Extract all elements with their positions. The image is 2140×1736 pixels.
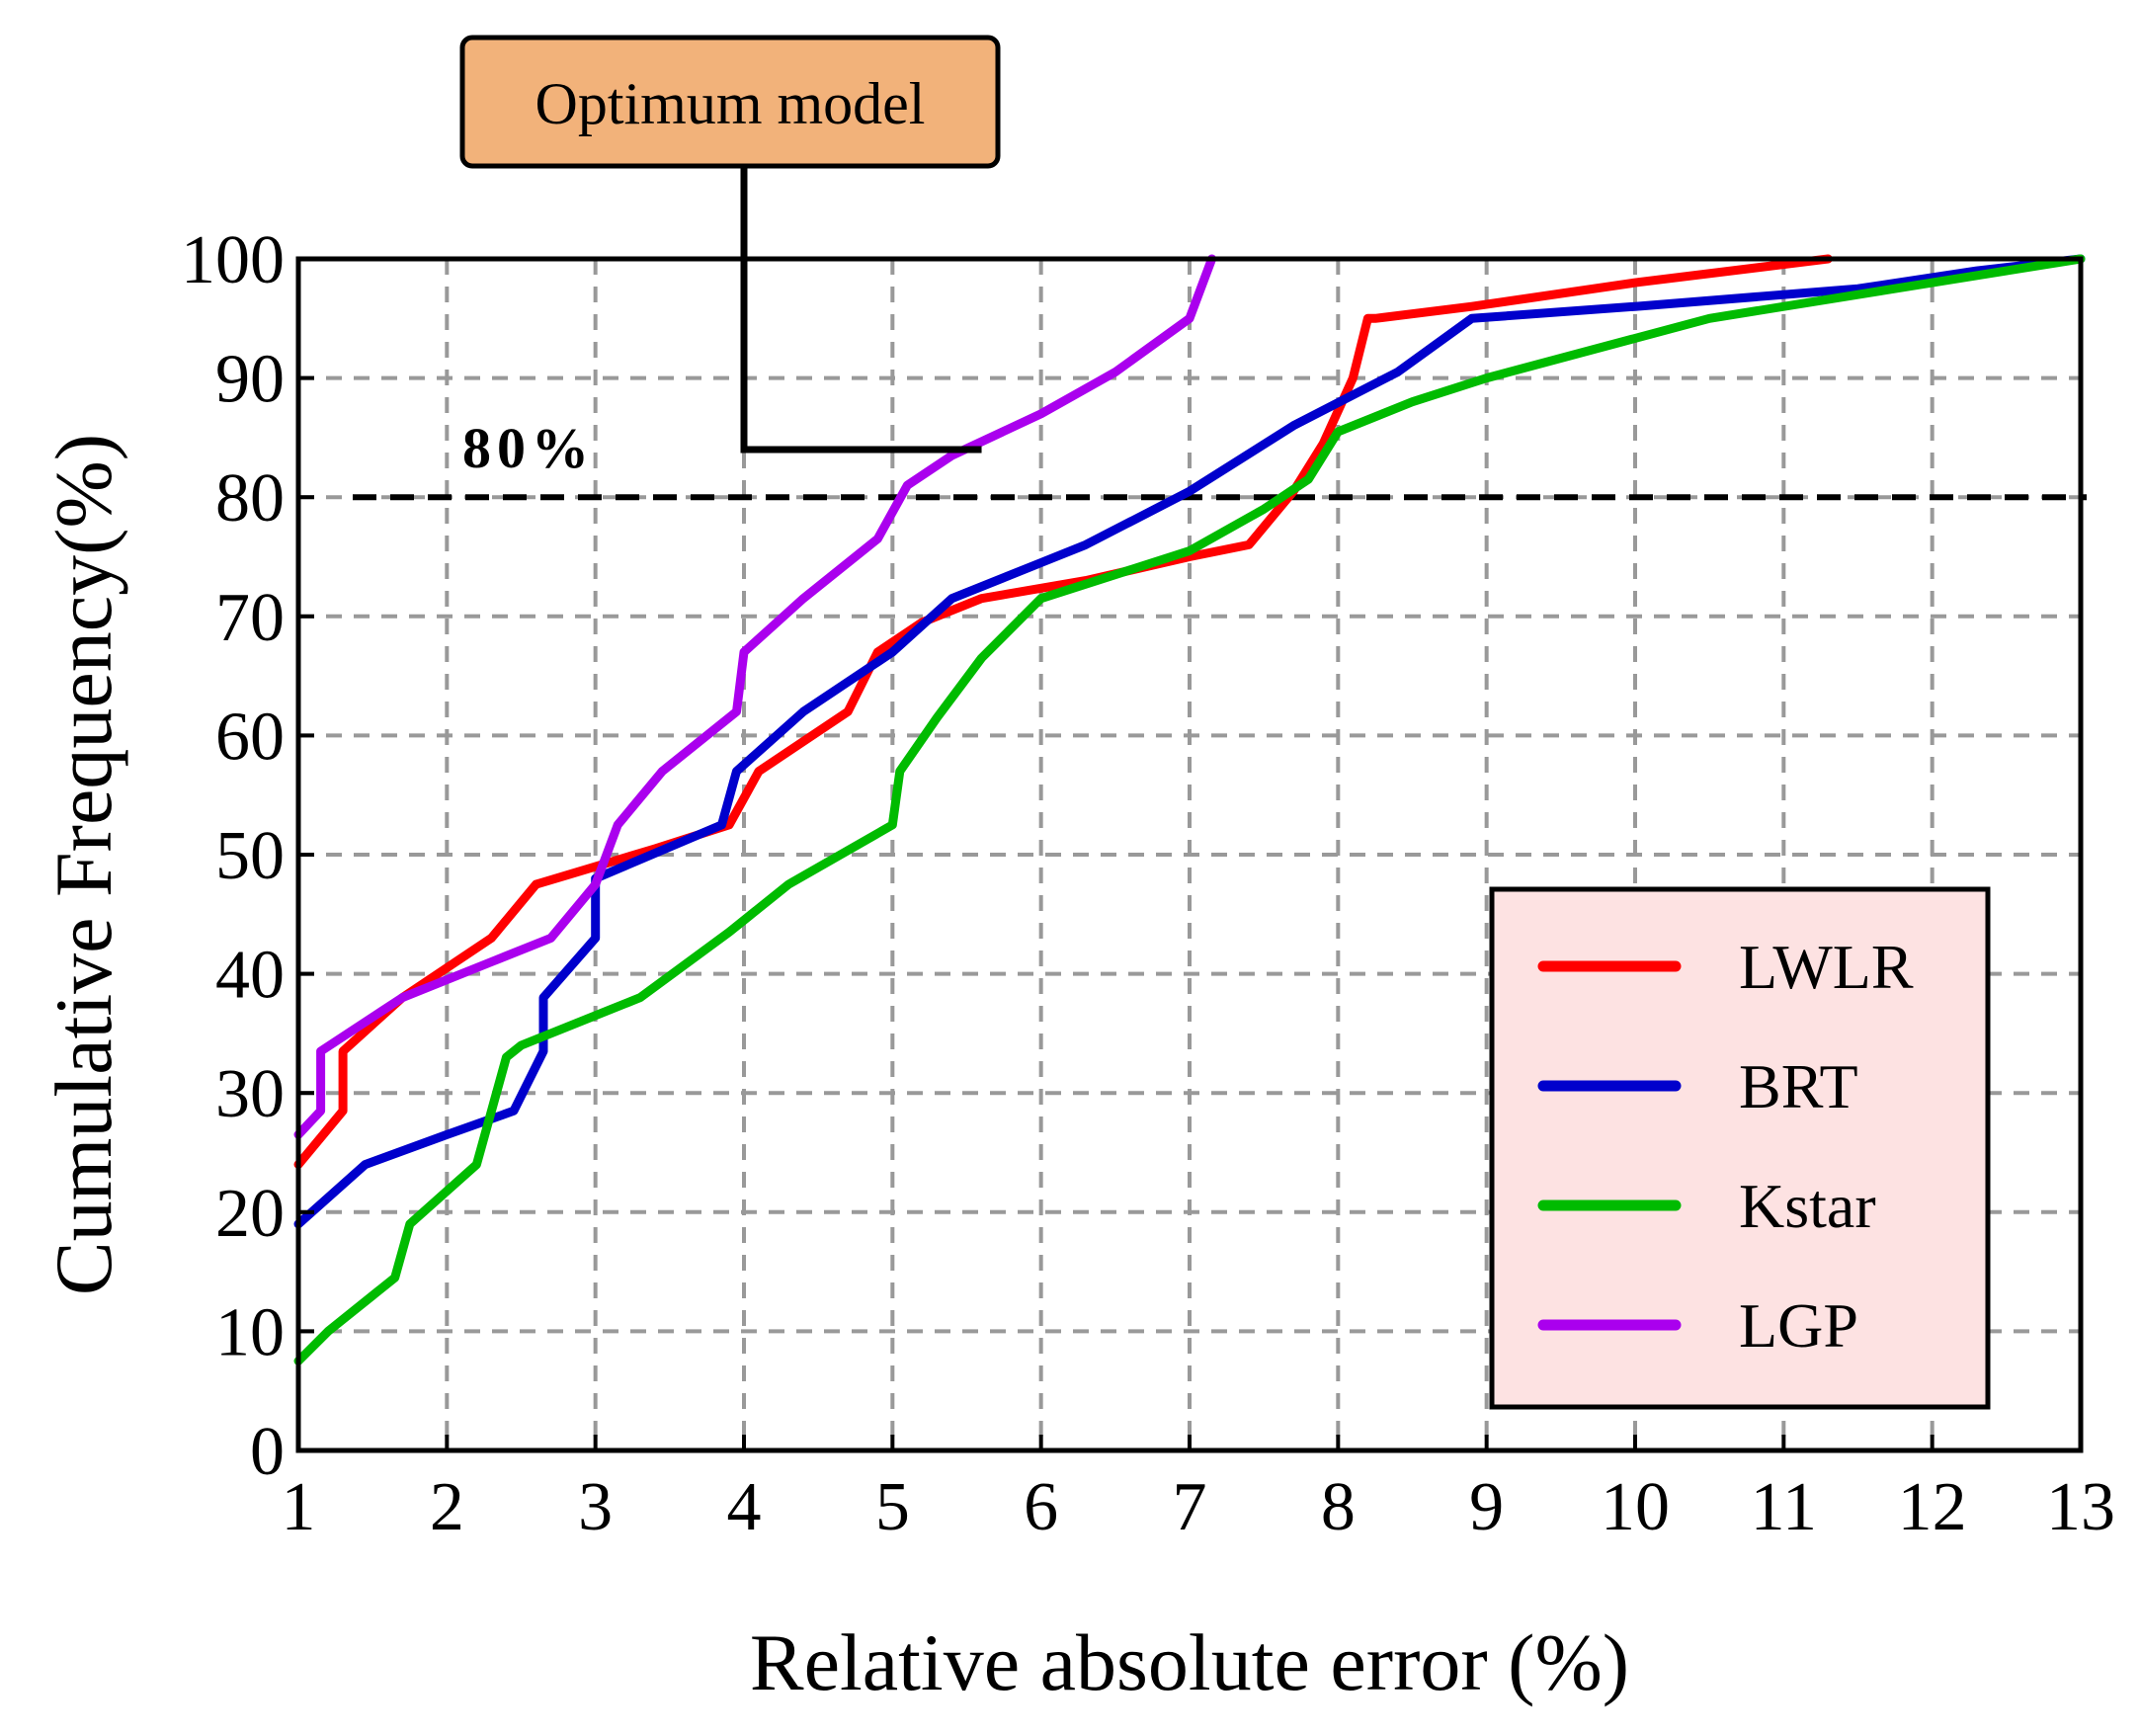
x-tick-label: 13 [2046,1469,2115,1545]
y-tick-label: 10 [215,1294,285,1370]
x-tick-label: 5 [875,1469,910,1545]
y-tick-label: 60 [215,699,285,775]
y-axis-title: Cumulative Frequency(%) [39,434,128,1295]
x-tick-label: 10 [1601,1469,1670,1545]
y-tick-label: 100 [181,222,285,298]
series-line-kstar [293,254,2086,1365]
x-axis-title: Relative absolute error (%) [750,1617,1629,1707]
x-tick-label: 9 [1469,1469,1504,1545]
x-tick-label: 3 [578,1469,613,1545]
x-tick-label: 4 [727,1469,762,1545]
y-tick-label: 40 [215,938,285,1014]
x-tick-label: 6 [1024,1469,1058,1545]
x-tick-label: 8 [1321,1469,1356,1545]
legend: LWLR BRT Kstar LGP [1489,886,1991,1410]
callout-box [459,35,1001,169]
y-tick-label: 30 [215,1056,285,1132]
legend-label-lgp: LGP [1739,1290,1858,1361]
callout: Optimum model [459,35,1001,454]
y-tick-label: 0 [250,1414,285,1490]
legend-label-lwlr: LWLR [1739,932,1914,1002]
x-tick-label: 2 [430,1469,464,1545]
series-line-brt [293,254,2086,1229]
series-line-lgp [293,254,1217,1139]
x-tick-label: 7 [1173,1469,1207,1545]
legend-label-kstar: Kstar [1739,1171,1876,1241]
y-tick-label: 20 [215,1176,285,1252]
reference-line-label: 80% [462,416,595,480]
y-tick-label: 70 [215,580,285,656]
y-tick-label: 90 [215,342,285,418]
x-tick-label: 11 [1751,1469,1817,1545]
x-tick-label: 12 [1898,1469,1967,1545]
y-tick-label: 80 [215,460,285,537]
y-tick-label: 50 [215,818,285,894]
reference-line-group: 80% [353,416,2087,501]
callout-leader-line [740,166,982,454]
series-group [293,254,2086,1365]
x-tick-label: 1 [282,1469,316,1545]
callout-text: Optimum model [535,71,926,136]
legend-label-brt: BRT [1739,1051,1858,1121]
